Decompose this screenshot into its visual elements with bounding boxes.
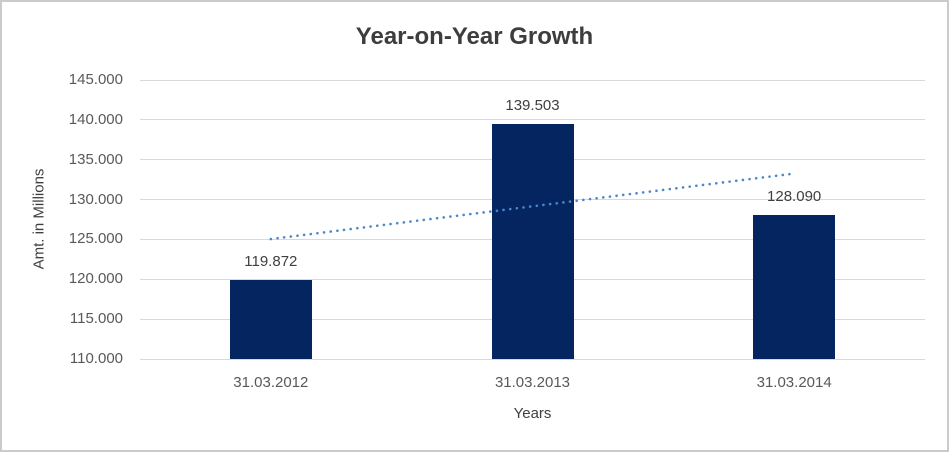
bar-31.03.2013 [491, 123, 574, 359]
bar-31.03.2012 [229, 280, 312, 359]
y-tick-label: 140.000 [68, 110, 123, 128]
bar-value-label: 139.503 [505, 96, 560, 114]
bar-value-label: 119.872 [244, 253, 298, 271]
y-tick-label: 125.000 [68, 230, 123, 248]
y-tick-label: 145.000 [68, 71, 123, 88]
bar-31.03.2014 [753, 214, 836, 359]
y-tick-label: 115.000 [69, 310, 123, 328]
chart-title: Year-on-Year Growth [355, 23, 594, 50]
x-tick-label: 31.03.2013 [494, 374, 571, 391]
gridline [140, 119, 925, 121]
x-axis-title: Years [513, 405, 552, 422]
y-axis-title: Amt. in Millions [30, 168, 48, 270]
bar-value-label: 128.090 [767, 187, 822, 205]
y-tick-label: 120.000 [68, 270, 123, 288]
y-tick-label: 130.000 [68, 190, 123, 208]
x-tick-label: 31.03.2014 [756, 374, 832, 391]
gridline [140, 358, 925, 360]
y-tick-label: 110.000 [69, 350, 123, 367]
gridline [140, 79, 925, 81]
x-tick-label: 31.03.2012 [233, 374, 309, 391]
y-tick-label: 135.000 [68, 150, 123, 168]
